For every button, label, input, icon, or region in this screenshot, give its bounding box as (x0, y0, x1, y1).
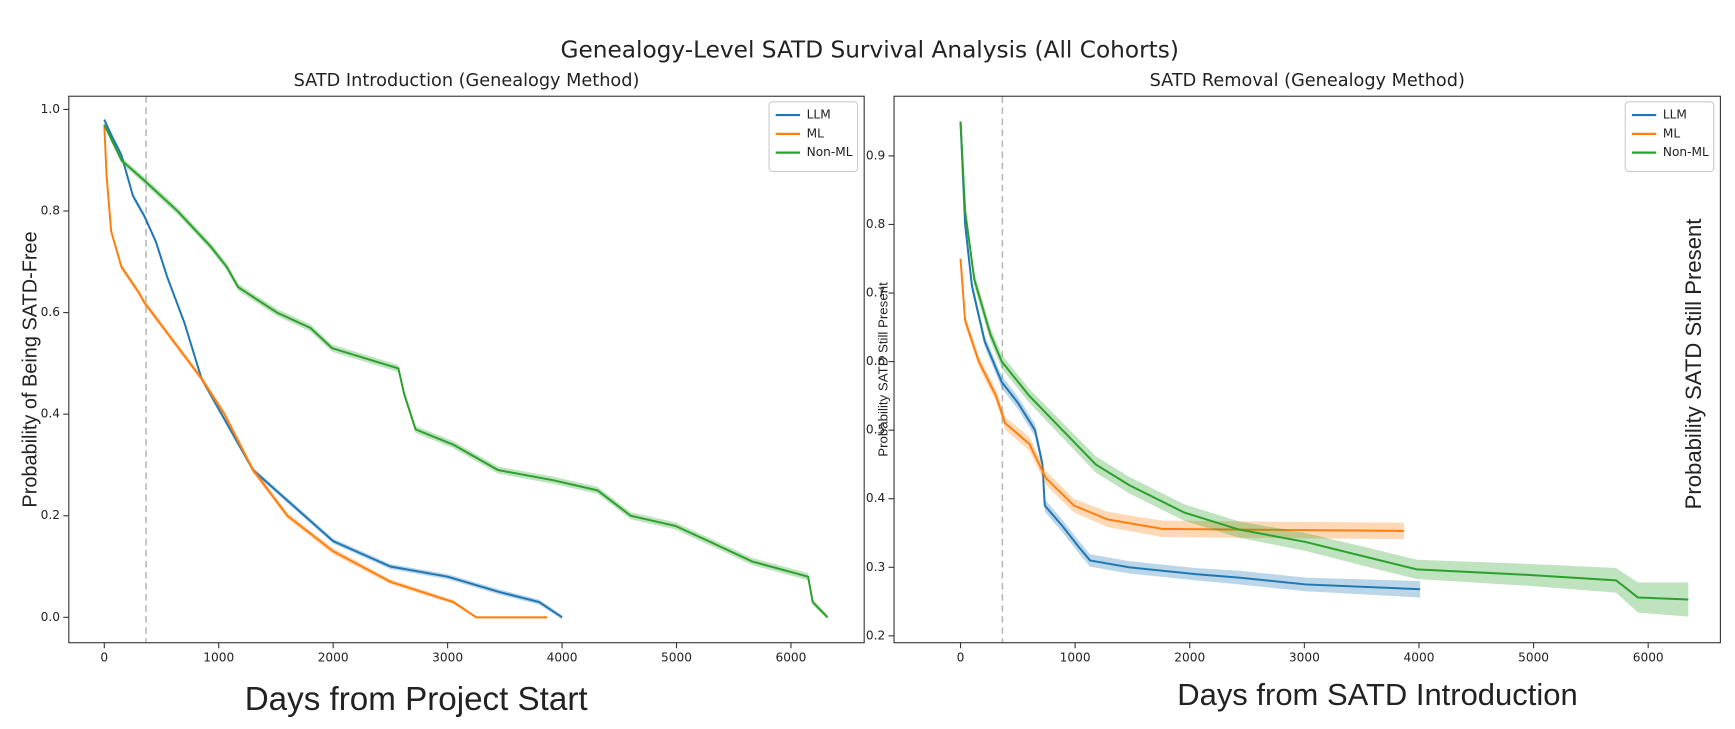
x-axis-label: Days from SATD Introduction (1177, 677, 1577, 712)
survival-line (103, 124, 548, 619)
axes-frame (68, 95, 865, 644)
survival-line (959, 258, 1405, 532)
x-tick-label: 4000 (547, 651, 578, 665)
figure-title: Genealogy-Level SATD Survival Analysis (… (561, 36, 1179, 63)
confidence-band (104, 117, 563, 620)
y-tick-label: 0.2 (41, 508, 60, 522)
subplot-title: SATD Removal (Genealogy Method) (1150, 71, 1465, 91)
y-tick-label: 0.2 (866, 628, 885, 642)
axes-frame (893, 95, 1721, 644)
x-tick-label: 2000 (1174, 651, 1205, 665)
survival-line (103, 119, 563, 619)
y-tick-label: 0.9 (866, 148, 885, 162)
x-tick-label: 2000 (318, 651, 349, 665)
y-tick-label: 0.7 (866, 286, 885, 300)
y-tick-label: 0.8 (41, 204, 60, 218)
x-tick-label: 5000 (1518, 651, 1549, 665)
legend-box (1624, 101, 1715, 173)
x-tick-label: 0 (957, 651, 965, 665)
legend-label: Non-ML (1663, 145, 1709, 159)
y-tick-label: 0.6 (41, 305, 60, 319)
x-tick-label: 4000 (1404, 651, 1435, 665)
survival-line (103, 124, 829, 619)
legend-label: LLM (1663, 108, 1687, 122)
legend-label: ML (1663, 126, 1680, 140)
legend-label: LLM (807, 108, 831, 122)
x-tick-label: 1000 (1060, 651, 1091, 665)
y-tick-label: 0.5 (866, 423, 885, 437)
x-tick-label: 3000 (1289, 651, 1320, 665)
x-tick-label: 0 (100, 651, 108, 665)
y-tick-label: 1.0 (41, 102, 60, 116)
legend-box (768, 101, 859, 173)
legend-label: Non-ML (807, 145, 853, 159)
survival-line (959, 121, 1421, 591)
x-tick-label: 6000 (1633, 651, 1664, 665)
y-tick-label: 0.4 (866, 491, 886, 505)
y-axis-label: Probability of Being SATD-Free (19, 231, 41, 507)
survival-line (959, 121, 1689, 601)
confidence-band (104, 122, 828, 620)
x-tick-label: 3000 (432, 651, 463, 665)
confidence-band (960, 118, 1689, 617)
y-axis-label-right: Probability SATD Still Present (1681, 219, 1706, 510)
legend-label: ML (807, 126, 824, 140)
confidence-band (104, 122, 548, 619)
y-tick-label: 0.8 (866, 217, 885, 231)
x-tick-label: 1000 (203, 651, 234, 665)
x-tick-label: 6000 (775, 651, 806, 665)
subplot-title: SATD Introduction (Genealogy Method) (294, 71, 640, 91)
y-tick-label: 0.3 (866, 560, 885, 574)
x-tick-label: 5000 (661, 651, 692, 665)
x-axis-label: Days from Project Start (245, 681, 588, 718)
y-tick-label: 0.6 (866, 354, 885, 368)
y-axis-label: Probability SATD Still Present (876, 282, 891, 457)
y-tick-label: 0.4 (41, 407, 61, 421)
y-tick-label: 0.0 (41, 610, 60, 624)
